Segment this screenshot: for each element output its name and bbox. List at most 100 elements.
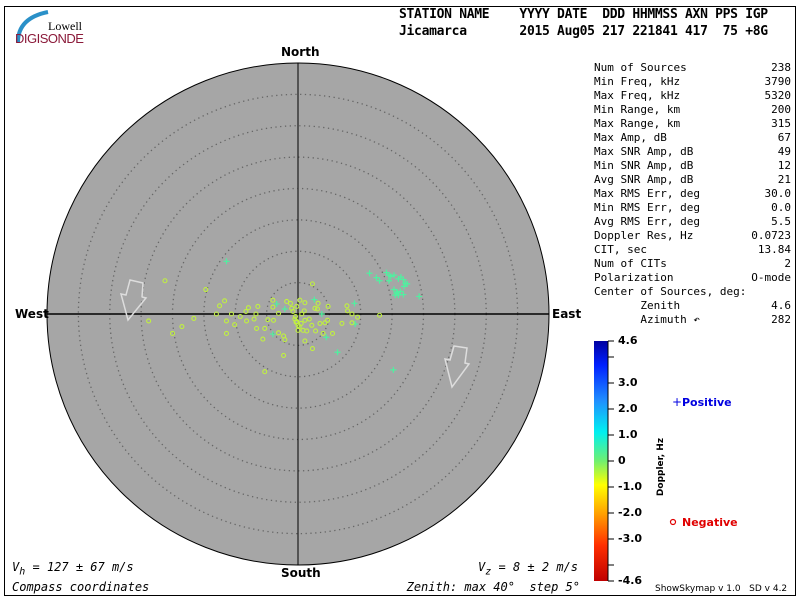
negative-source-point xyxy=(345,308,351,314)
negative-source-point xyxy=(169,330,176,337)
header-values: Jicamarca 2015 Aug05 217 221841 417 75 +… xyxy=(399,24,768,39)
stat-value: 5.5 xyxy=(771,215,791,228)
positive-source-point xyxy=(376,277,383,284)
negative-source-point xyxy=(232,322,238,328)
logo-arc-icon xyxy=(16,10,49,43)
negative-source-point xyxy=(243,318,250,324)
stat-label: Max Range, km xyxy=(594,117,681,130)
stat-label: Num of Sources xyxy=(594,61,687,74)
stat-label: Min Freq, kHz xyxy=(594,75,681,88)
negative-source-point xyxy=(339,320,345,326)
negative-source-point xyxy=(349,311,355,317)
stat-row: Min Range, km 200 xyxy=(594,103,791,117)
stat-value: 4.6 xyxy=(771,299,791,312)
negative-source-point xyxy=(312,305,318,311)
positive-source-point xyxy=(273,300,280,307)
stat-row: Max Freq, kHz 5320 xyxy=(594,89,791,103)
stat-row: Max Range, km 315 xyxy=(594,117,791,131)
west-drift-arrow-icon xyxy=(119,279,148,322)
stat-row: Max Amp, dB 67 xyxy=(594,131,791,145)
stat-label: Zenith xyxy=(594,299,681,312)
compass-north: North xyxy=(281,45,320,59)
negative-source-point xyxy=(302,338,308,344)
negative-source-point xyxy=(314,306,321,312)
stat-row: Min Freq, kHz 3790 xyxy=(594,75,791,89)
compass-south: South xyxy=(281,566,321,580)
negative-source-point xyxy=(317,320,323,326)
stat-row: Min RMS Err, deg 0.0 xyxy=(594,201,791,215)
stat-value: 282 xyxy=(771,313,791,326)
negative-source-point xyxy=(260,336,266,342)
negative-source-point xyxy=(355,314,361,320)
stat-label: Num of CITs xyxy=(594,257,667,270)
negative-legend-label: Negative xyxy=(682,516,738,529)
negative-source-point xyxy=(309,322,315,328)
negative-source-point xyxy=(255,303,261,310)
negative-source-point xyxy=(287,300,294,306)
stat-value: 5320 xyxy=(764,89,792,102)
negative-source-point xyxy=(217,303,223,309)
positive-source-point xyxy=(395,275,402,282)
positive-source-point xyxy=(318,311,325,317)
negative-source-point xyxy=(293,319,299,325)
negative-source-point xyxy=(292,313,299,320)
positive-legend-label: Positive xyxy=(682,396,732,409)
positive-source-point xyxy=(390,366,397,373)
stat-row: Max SNR Amp, dB 49 xyxy=(594,145,791,159)
stat-label: Min SNR Amp, dB xyxy=(594,159,694,172)
stat-label: Max Amp, dB xyxy=(594,131,667,144)
negative-source-point xyxy=(245,305,251,311)
colorbar-tick-label: -2.0 xyxy=(618,506,643,519)
vertical-velocity: Vz = 8 ± 2 m/s xyxy=(478,560,578,577)
negative-source-point xyxy=(282,337,288,343)
chart-frame xyxy=(4,6,796,596)
positive-source-point xyxy=(400,291,407,298)
stat-value: 30.0 xyxy=(764,187,792,200)
stat-value: 12 xyxy=(777,159,791,172)
negative-source-point xyxy=(304,328,310,334)
colorbar-tick-label: 3.0 xyxy=(618,376,638,389)
positive-source-point xyxy=(385,277,392,284)
negative-source-point xyxy=(324,317,331,323)
stat-row: Avg SNR Amp, dB 21 xyxy=(594,173,791,187)
stat-value: 238 xyxy=(771,61,791,74)
positive-source-point xyxy=(311,296,318,303)
positive-source-point xyxy=(281,305,288,312)
stat-label: Min Range, km xyxy=(594,103,681,116)
stat-value: O-mode xyxy=(751,271,791,284)
colorbar-tick-label: -3.0 xyxy=(618,532,643,545)
negative-source-point xyxy=(344,303,350,309)
negative-source-point xyxy=(284,298,290,305)
horizontal-velocity: Vh = 127 ± 67 m/s xyxy=(12,560,134,577)
negative-source-point xyxy=(306,316,312,322)
stat-label: CIT, sec xyxy=(594,243,647,256)
stat-label: Max Freq, kHz xyxy=(594,89,681,102)
stat-row: Doppler Res, Hz 0.0723 xyxy=(594,229,791,243)
stat-value: 67 xyxy=(777,131,791,144)
stat-label: Doppler Res, Hz xyxy=(594,229,694,242)
negative-source-point xyxy=(299,311,305,317)
negative-legend-marker xyxy=(669,518,677,526)
colorbar-tick-label: -4.6 xyxy=(618,574,643,587)
negative-source-point xyxy=(191,315,197,321)
positive-source-point xyxy=(395,292,402,299)
negative-source-point xyxy=(228,311,235,317)
stat-value: 200 xyxy=(771,103,791,116)
negative-source-point xyxy=(309,345,315,352)
negative-source-point xyxy=(294,303,300,310)
vz-value: = 8 ± 2 m/s xyxy=(491,560,578,574)
stat-row: Num of Sources 238 xyxy=(594,61,791,75)
sky-disc xyxy=(46,62,550,566)
positive-source-point xyxy=(373,274,380,281)
positive-source-point xyxy=(366,270,373,277)
negative-source-point xyxy=(270,297,276,303)
negative-source-point xyxy=(270,304,276,310)
stat-row: Azimuth ↶ 282 xyxy=(594,313,791,327)
stat-label: Center of Sources, deg: xyxy=(594,285,747,298)
negative-source-point xyxy=(301,308,307,314)
colorbar-tick-label: 0 xyxy=(618,454,626,467)
stat-value: 21 xyxy=(777,173,791,186)
negative-source-point xyxy=(251,316,257,322)
positive-source-point xyxy=(400,276,407,283)
stat-value: 2 xyxy=(784,257,791,270)
